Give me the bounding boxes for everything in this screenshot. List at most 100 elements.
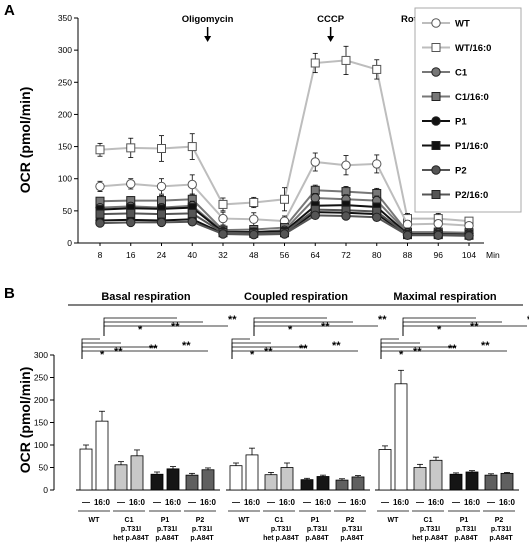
panel-b-y-tick-label: 100 (34, 440, 48, 450)
legend-marker (431, 141, 441, 150)
bar (95, 420, 109, 491)
category-label: het p.A84T (263, 535, 300, 542)
condition-label: 16:0 (393, 498, 410, 507)
condition-label: 16:0 (464, 498, 481, 507)
group-title: Basal respiration (101, 291, 191, 303)
data-point-square (157, 209, 166, 219)
bar (150, 473, 164, 491)
sig-label: * (100, 349, 105, 361)
bar (449, 473, 463, 491)
data-point-circle (341, 160, 351, 170)
data-point-square (187, 142, 197, 152)
group-title: Maximal respiration (393, 291, 497, 303)
sig-label: ** (114, 346, 123, 358)
panel-b-y-tick-label: 200 (34, 395, 48, 405)
group-title: Coupled respiration (244, 291, 348, 303)
data-point-circle (187, 179, 197, 190)
category-label: C1 (424, 517, 433, 524)
condition-label: 16:0 (244, 498, 261, 507)
category-label: P2 (196, 517, 205, 524)
bar (316, 476, 330, 491)
data-point-circle (341, 211, 351, 221)
bar (79, 448, 93, 491)
data-point-circle (95, 218, 105, 228)
sig-label: ** (171, 321, 180, 333)
panel-a-letter: A (4, 2, 15, 19)
sig-label: * (399, 349, 404, 361)
category-label: P1 (460, 517, 469, 524)
legend-label: P1/16:0 (455, 141, 488, 152)
category-label: p.T31I (491, 526, 511, 533)
condition-label: — (338, 498, 346, 507)
data-point-circle (187, 217, 197, 227)
bar (500, 472, 514, 491)
panel-a-legend: WT WT/16:0 C1 C1/16:0 P1 P1/16:0 P2 P2/16:0 (414, 7, 522, 213)
category-label: WT (239, 517, 251, 524)
data-point-circle (95, 181, 105, 192)
legend-label: P2/16:0 (455, 190, 488, 201)
panel-b-y-tick-label: 300 (34, 350, 48, 360)
bar (114, 464, 128, 491)
category-label: C1 (125, 517, 134, 524)
sig-bracket (103, 325, 228, 336)
legend-marker (431, 67, 441, 77)
category-label: P1 (161, 517, 170, 524)
bar (429, 459, 443, 491)
sig-label: ** (228, 314, 237, 326)
sig-label: ** (378, 314, 387, 326)
category-label: p.T31I (157, 526, 177, 533)
category-label: p.T31I (342, 526, 362, 533)
panel-b-y-tick-label: 150 (34, 418, 48, 428)
condition-label: 16:0 (315, 498, 332, 507)
category-label: p.A84T (489, 535, 513, 542)
panel-a-x-tick-label: 104 (462, 250, 476, 260)
panel-a-x-tick-label: 72 (341, 250, 351, 260)
data-point-circle (372, 212, 382, 222)
category-label: p.A84T (190, 535, 214, 542)
data-point-square (187, 208, 197, 218)
category-label: het p.A84T (412, 535, 449, 542)
panel-a-line-chart: OCR (pmol/min) Min 0 50 100 150 200 250 300 350… (17, 7, 522, 260)
panel-a-y-tick-label: 200 (58, 109, 72, 119)
bar (394, 383, 408, 491)
panel-a-y-tick-label: 350 (58, 13, 72, 23)
sig-label: ** (413, 346, 422, 358)
panel-a-x-tick-label: 64 (311, 250, 321, 260)
data-point-circle (156, 181, 167, 192)
panel-a-x-tick-label: 16 (126, 250, 136, 260)
legend-label: P1 (455, 117, 467, 128)
condition-label: — (267, 498, 275, 507)
bar (264, 474, 278, 491)
panel-b-y-tick-label: 250 (34, 373, 48, 383)
panel-a-x-tick-label: 80 (372, 250, 382, 260)
bar (280, 467, 294, 491)
data-point-circle (372, 159, 382, 169)
panel-a-x-tick-label: 40 (188, 250, 198, 260)
category-label: p.T31I (192, 526, 212, 533)
panel-b-y-axis-label: OCR (pmol/min) (17, 367, 33, 474)
bar (300, 479, 314, 491)
panel-a-x-unit: Min (486, 250, 500, 260)
bar (185, 474, 199, 491)
sig-label: ** (527, 314, 529, 326)
category-label: p.T31I (456, 526, 476, 533)
bar (130, 455, 144, 491)
panel-a-y-tick-label: 300 (58, 45, 72, 55)
data-point-circle (156, 217, 167, 228)
data-point-circle (433, 219, 443, 229)
sig-label: ** (481, 340, 490, 352)
panel-a-x-tick-label: 88 (403, 250, 413, 260)
data-point-circle (249, 214, 259, 224)
panel-a-x-tick-label: 32 (218, 250, 228, 260)
data-point-circle (464, 231, 474, 241)
bar (166, 468, 180, 491)
data-point-square (310, 58, 320, 68)
bar (245, 454, 259, 491)
panel-b-letter: B (4, 285, 15, 302)
data-point-circle (218, 229, 228, 239)
annotation-arrow-head (327, 36, 335, 42)
data-point-circle (433, 230, 443, 240)
legend-marker (431, 190, 441, 199)
condition-label: — (232, 498, 240, 507)
data-point-circle (218, 213, 228, 224)
